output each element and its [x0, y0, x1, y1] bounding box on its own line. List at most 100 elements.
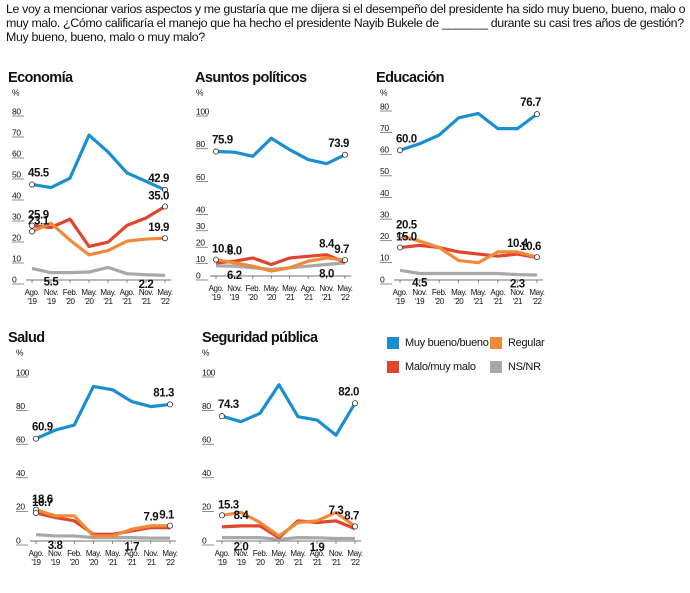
x-tick-label-box: Nov. '19	[48, 549, 63, 567]
legend-swatch	[490, 361, 502, 373]
y-tick-label: 20	[12, 232, 21, 242]
x-tick-label-box: Ago. '19	[214, 549, 230, 567]
x-tick-label-box: Ago. '19	[209, 284, 224, 302]
y-tick-label: 30	[196, 221, 205, 231]
y-tick-label: 60	[16, 434, 25, 444]
x-tick-label-box: May. '22	[529, 288, 545, 306]
x-tick-label-box: Nov. '19	[227, 284, 242, 302]
value-label: 18.6	[32, 494, 53, 506]
end-point	[166, 522, 173, 529]
end-point	[341, 151, 348, 158]
value-label: 15.0	[396, 232, 417, 244]
value-label: 10.6	[520, 241, 541, 253]
y-tick-label: 20	[16, 502, 25, 512]
x-tick-label: Ago. '21	[300, 284, 316, 302]
y-tick-label: 40	[202, 468, 211, 478]
question: Le voy a mencionar varios aspectos y me …	[6, 2, 686, 44]
value-label: 2.2	[139, 279, 154, 291]
x-tick-label: Ago. '19	[392, 288, 408, 306]
x-tick-label: Nov. '21	[143, 549, 159, 567]
x-tick-label: May. '20	[81, 288, 97, 306]
x-tick-label: Nov. '21	[510, 288, 525, 306]
end-point	[218, 413, 225, 420]
value-label: 8.0	[319, 269, 334, 281]
y-tick-label: 20	[202, 502, 211, 512]
legend-swatch	[387, 361, 399, 373]
end-point	[534, 254, 541, 261]
x-tick-label-box: Nov. '21	[329, 549, 344, 567]
end-point	[212, 256, 219, 263]
series-line	[35, 384, 171, 441]
x-tick-label: Nov. '19	[227, 284, 242, 302]
end-point	[351, 523, 358, 530]
y-tick-label: 60	[202, 434, 211, 444]
value-label: 1.7	[124, 542, 139, 554]
x-tick-label: Ago. '19	[214, 549, 230, 567]
y-axis-label: %	[196, 87, 204, 97]
value-label: 7.9	[143, 512, 158, 524]
x-tick-label-box: May. '21	[282, 284, 298, 302]
x-tick-label-box: Nov. '19	[234, 549, 249, 567]
y-tick-label: 10	[196, 254, 205, 264]
x-tick-label: Feb. '20	[252, 549, 268, 567]
y-tick-label: 80	[196, 139, 205, 149]
chart-title: Salud	[8, 330, 44, 346]
end-point	[396, 232, 403, 239]
x-tick-label: Nov. '21	[319, 284, 334, 302]
value-label: 16.7	[32, 497, 53, 509]
series-line	[31, 221, 166, 257]
x-tick-label: Ago. '21	[124, 549, 140, 567]
x-tick-label-box: Ago. '19	[29, 549, 44, 567]
x-tick-label-box: May. '20	[451, 288, 467, 306]
end-point	[396, 147, 403, 154]
x-tick-label-box: May. '20	[264, 284, 280, 302]
y-tick-label: 20	[380, 231, 389, 241]
y-tick-label: 0	[12, 274, 17, 284]
end-point	[351, 400, 358, 407]
value-label: 60.0	[396, 133, 417, 145]
y-tick-label: 60	[196, 172, 205, 182]
end-point	[161, 235, 168, 242]
x-tick-label-box: Ago. '21	[490, 288, 506, 306]
x-tick-label-box: Feb. '20	[246, 284, 261, 302]
x-tick-label-box: May. '21	[100, 288, 116, 306]
y-tick-label: 60	[12, 148, 21, 158]
x-tick-label-box: Feb. '20	[67, 549, 82, 567]
value-label: 9.1	[159, 510, 175, 522]
end-point	[33, 509, 40, 516]
x-tick-label: May. '22	[337, 284, 353, 302]
x-tick-label: Nov. '19	[48, 549, 63, 567]
x-tick-label: May. '22	[529, 288, 545, 306]
value-label: 5.5	[44, 277, 60, 289]
y-tick-label: 30	[380, 209, 389, 219]
end-point	[218, 512, 225, 519]
x-tick-label: May. '20	[271, 549, 287, 567]
value-label: 74.3	[218, 399, 239, 411]
value-label: 8.0	[227, 245, 242, 257]
y-tick-label: 0	[202, 535, 207, 545]
end-point	[28, 181, 35, 188]
x-tick-label: May. '21	[470, 288, 487, 306]
y-tick-label: 0	[16, 535, 21, 545]
x-tick-label: Ago. '21	[490, 288, 506, 306]
series-line	[35, 511, 171, 536]
x-tick-label-box: Ago. '21	[310, 549, 325, 567]
end-point	[28, 228, 35, 235]
end-point	[33, 435, 40, 442]
x-tick-label-box: May. '22	[162, 549, 178, 567]
x-tick-label-box: May. '21	[470, 288, 487, 306]
x-tick-label-box: May. '22	[337, 284, 353, 302]
series-line	[399, 268, 538, 277]
value-label: 25.9	[28, 210, 49, 222]
legend-label: NS/NR	[508, 361, 541, 373]
y-tick-label: 80	[202, 401, 211, 411]
value-label: 20.5	[396, 220, 418, 232]
x-tick-label: May. '22	[157, 288, 173, 306]
legend-swatch	[387, 337, 399, 349]
end-point	[396, 244, 403, 251]
y-tick-label: 80	[16, 401, 25, 411]
x-tick-label: May. '20	[451, 288, 467, 306]
y-axis-label: %	[202, 347, 210, 357]
value-label: 8.4	[319, 239, 335, 251]
y-tick-label: 50	[12, 169, 21, 179]
